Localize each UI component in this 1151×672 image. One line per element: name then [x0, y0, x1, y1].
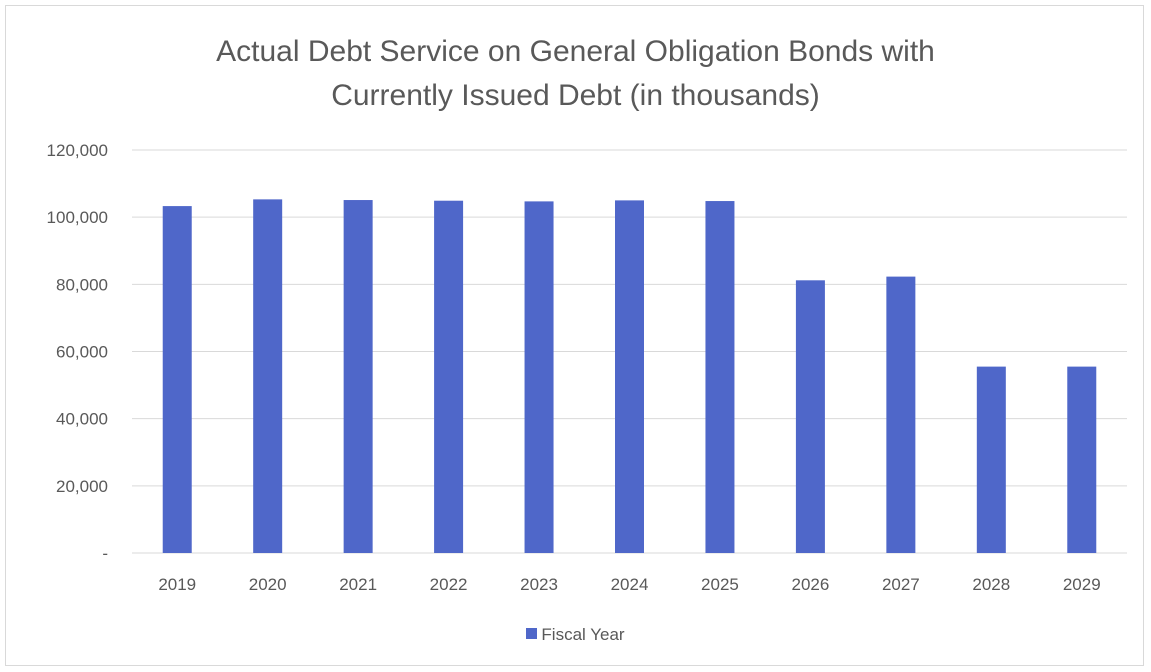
- bar: [976, 366, 1006, 553]
- bars: [162, 199, 1097, 554]
- x-tick-label: 2019: [158, 575, 196, 594]
- chart-frame: [5, 5, 1144, 666]
- chart-title-line-1: Actual Debt Service on General Obligatio…: [216, 35, 935, 68]
- y-tick-label: 40,000: [56, 410, 108, 429]
- chart-title-line-2: Currently Issued Debt (in thousands): [331, 79, 820, 112]
- x-tick-label: 2021: [339, 575, 377, 594]
- x-tick-label: 2028: [972, 575, 1010, 594]
- x-tick-label: 2023: [520, 575, 558, 594]
- bar: [524, 201, 554, 553]
- legend-label: Fiscal Year: [541, 625, 625, 644]
- x-tick-label: 2025: [701, 575, 739, 594]
- x-tick-label: 2022: [430, 575, 468, 594]
- bar: [795, 280, 825, 553]
- x-tick-label: 2024: [611, 575, 649, 594]
- y-axis-ticks: - 20,000 40,000 60,000 80,000 100,000 120,000: [47, 141, 108, 563]
- y-tick-label: 100,000: [47, 208, 108, 227]
- y-tick-label: -: [102, 544, 108, 563]
- x-axis-ticks: 2019 2020 2021 2022 2023 2024 2025 2026 2027 2028…: [158, 575, 1100, 594]
- bar: [1067, 366, 1097, 553]
- bar: [705, 201, 735, 553]
- x-tick-label: 2027: [882, 575, 920, 594]
- y-tick-label: 20,000: [56, 477, 108, 496]
- legend: Fiscal Year: [0, 625, 1151, 645]
- x-tick-label: 2026: [791, 575, 829, 594]
- bar: [615, 200, 644, 553]
- bar: [343, 200, 373, 553]
- chart-title: Actual Debt Service on General Obligatio…: [0, 30, 1151, 118]
- y-tick-label: 80,000: [56, 275, 108, 294]
- legend-swatch: [526, 628, 538, 640]
- bar: [253, 199, 283, 553]
- bar: [162, 206, 192, 553]
- bar: [434, 200, 464, 554]
- x-tick-label: 2029: [1063, 575, 1101, 594]
- bar: [886, 276, 916, 553]
- x-tick-label: 2020: [249, 575, 287, 594]
- y-tick-label: 120,000: [47, 141, 108, 160]
- y-tick-label: 60,000: [56, 343, 108, 362]
